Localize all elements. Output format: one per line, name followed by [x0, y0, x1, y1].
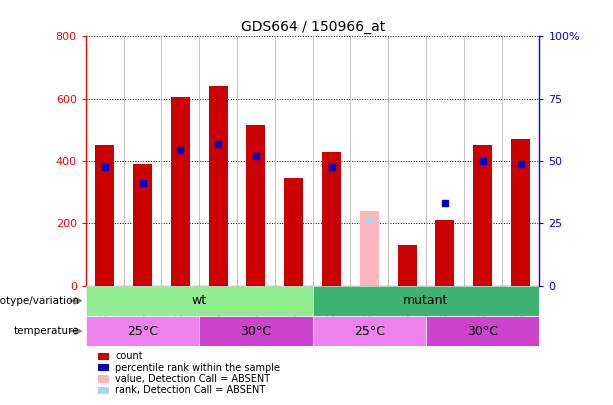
Bar	[473, 145, 492, 286]
Bar	[86, 316, 199, 346]
Bar	[95, 145, 114, 286]
Text: 25°C: 25°C	[127, 324, 158, 338]
Bar	[322, 151, 341, 286]
Text: 30°C: 30°C	[467, 324, 498, 338]
Bar	[199, 316, 313, 346]
Bar	[246, 125, 265, 286]
Bar	[398, 245, 417, 286]
Bar	[313, 316, 426, 346]
Bar	[171, 97, 190, 286]
Text: temperature: temperature	[14, 326, 80, 336]
Bar	[284, 178, 303, 286]
Text: rank, Detection Call = ABSENT: rank, Detection Call = ABSENT	[115, 386, 265, 395]
Text: 25°C: 25°C	[354, 324, 385, 338]
Bar	[426, 316, 539, 346]
Text: wt: wt	[192, 294, 207, 307]
Title: GDS664 / 150966_at: GDS664 / 150966_at	[240, 20, 385, 34]
Text: percentile rank within the sample: percentile rank within the sample	[115, 363, 280, 373]
Text: 30°C: 30°C	[240, 324, 272, 338]
Bar	[511, 139, 530, 286]
Text: mutant: mutant	[403, 294, 449, 307]
Bar	[313, 286, 539, 316]
Bar	[133, 164, 152, 286]
Bar	[435, 220, 454, 286]
Text: genotype/variation: genotype/variation	[0, 296, 80, 306]
Text: count: count	[115, 352, 143, 361]
Bar	[86, 286, 313, 316]
Bar	[208, 86, 227, 286]
Bar	[360, 211, 379, 286]
Text: value, Detection Call = ABSENT: value, Detection Call = ABSENT	[115, 374, 270, 384]
